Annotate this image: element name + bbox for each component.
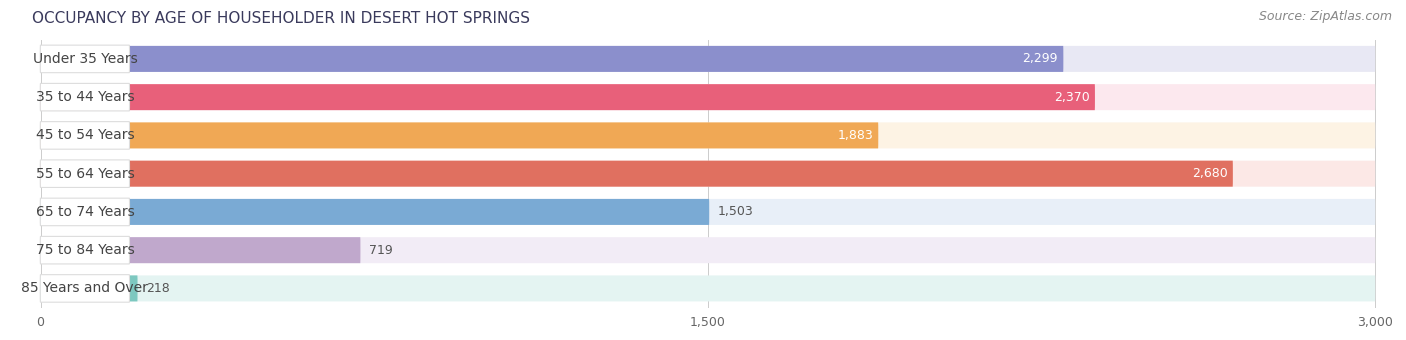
Text: Source: ZipAtlas.com: Source: ZipAtlas.com [1258, 10, 1392, 23]
Text: 2,370: 2,370 [1054, 91, 1090, 104]
FancyBboxPatch shape [41, 46, 1375, 72]
Text: 1,883: 1,883 [837, 129, 873, 142]
FancyBboxPatch shape [41, 275, 138, 302]
FancyBboxPatch shape [41, 161, 1375, 187]
FancyBboxPatch shape [41, 46, 1063, 72]
FancyBboxPatch shape [41, 122, 1375, 149]
FancyBboxPatch shape [41, 84, 1095, 110]
Text: 2,299: 2,299 [1022, 52, 1059, 65]
FancyBboxPatch shape [41, 237, 1375, 263]
Text: 75 to 84 Years: 75 to 84 Years [35, 243, 134, 257]
Text: 1,503: 1,503 [718, 205, 754, 218]
Text: 85 Years and Over: 85 Years and Over [21, 282, 148, 295]
FancyBboxPatch shape [41, 275, 129, 302]
Text: 2,680: 2,680 [1192, 167, 1227, 180]
Text: OCCUPANCY BY AGE OF HOUSEHOLDER IN DESERT HOT SPRINGS: OCCUPANCY BY AGE OF HOUSEHOLDER IN DESER… [32, 11, 530, 26]
FancyBboxPatch shape [41, 275, 1375, 302]
Text: 35 to 44 Years: 35 to 44 Years [35, 90, 134, 104]
FancyBboxPatch shape [41, 199, 1375, 225]
FancyBboxPatch shape [41, 199, 709, 225]
FancyBboxPatch shape [41, 237, 360, 263]
FancyBboxPatch shape [41, 84, 1375, 110]
Text: 45 to 54 Years: 45 to 54 Years [35, 129, 134, 142]
FancyBboxPatch shape [41, 161, 1233, 187]
Text: 218: 218 [146, 282, 170, 295]
Text: 65 to 74 Years: 65 to 74 Years [35, 205, 134, 219]
FancyBboxPatch shape [41, 83, 129, 111]
FancyBboxPatch shape [41, 236, 129, 264]
FancyBboxPatch shape [41, 160, 129, 187]
FancyBboxPatch shape [41, 45, 129, 73]
Text: 719: 719 [370, 244, 394, 257]
Text: 55 to 64 Years: 55 to 64 Years [35, 167, 134, 181]
FancyBboxPatch shape [41, 122, 129, 149]
Text: Under 35 Years: Under 35 Years [32, 52, 138, 66]
FancyBboxPatch shape [41, 198, 129, 226]
FancyBboxPatch shape [41, 122, 879, 149]
